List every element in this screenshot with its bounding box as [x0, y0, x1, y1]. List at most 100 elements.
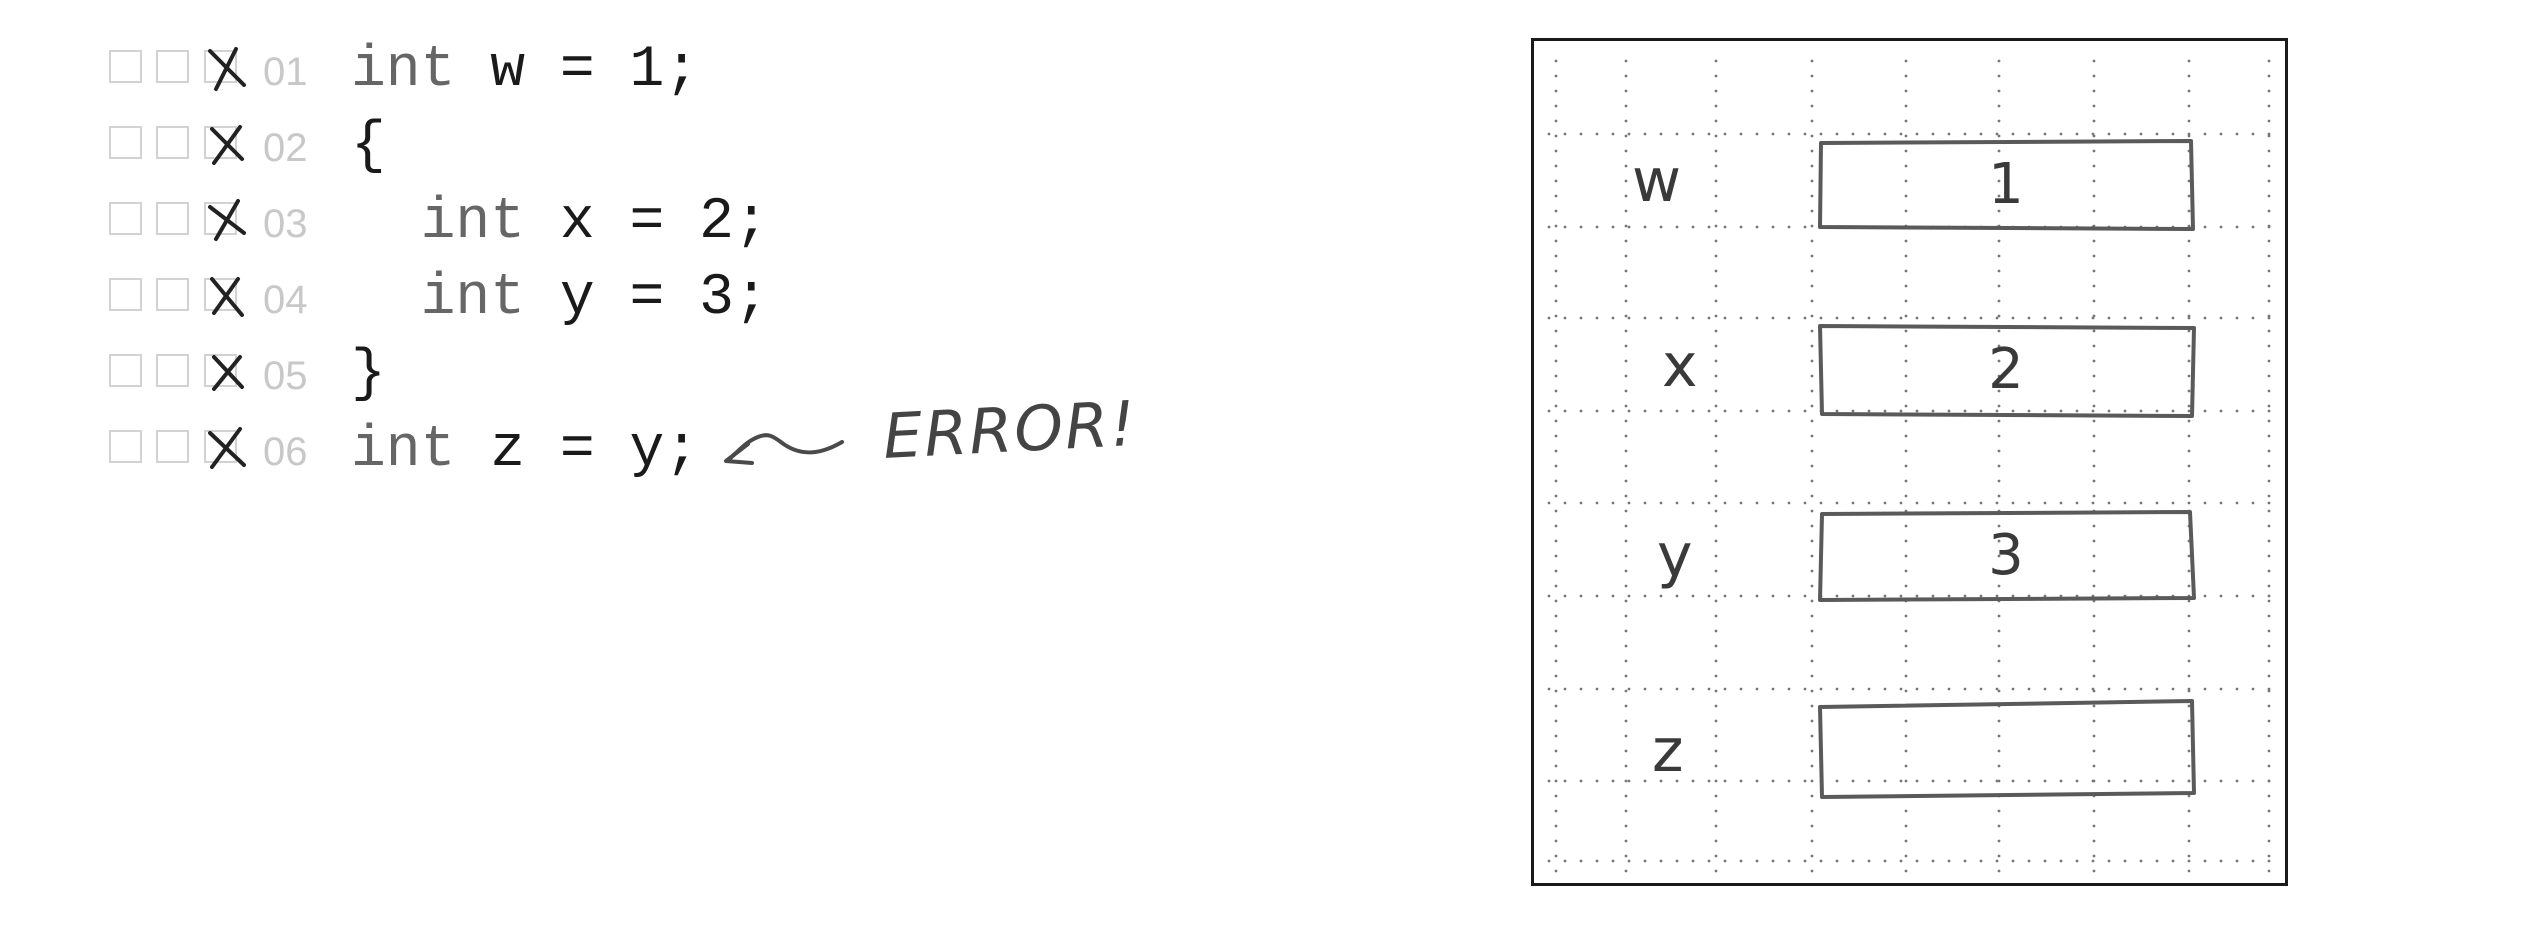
grid-dot [1915, 687, 1919, 691]
grid-dot [1851, 132, 1855, 136]
line-checkbox[interactable] [156, 278, 189, 311]
grid-dot [1997, 839, 2001, 843]
grid-dot [1997, 389, 2001, 393]
grid-dot [1867, 316, 1871, 320]
grid-dot [2267, 132, 2271, 136]
grid-dot [1714, 554, 1718, 558]
grid-dot [1904, 569, 1908, 573]
grid-dot [1771, 316, 1775, 320]
grid-dot [1624, 614, 1628, 618]
grid-dot [1723, 859, 1727, 863]
grid-dot [1899, 594, 1903, 598]
grid-dot [2187, 779, 2191, 783]
grid-dot [1997, 284, 2001, 288]
grid-dot [2092, 329, 2096, 333]
grid-dot [2267, 689, 2271, 693]
grid-dot [2235, 409, 2239, 413]
grid-dot [2267, 509, 2271, 513]
grid-dot [1963, 779, 1967, 783]
grid-dot [1554, 479, 1558, 483]
grid-dot [1643, 316, 1647, 320]
grid-dot [1997, 74, 2001, 78]
line-checkbox[interactable] [156, 126, 189, 159]
grid-dot [1714, 239, 1718, 243]
line-checkbox[interactable] [109, 430, 142, 463]
grid-dot [1624, 329, 1628, 333]
grid-dot [1947, 779, 1951, 783]
grid-dot [1611, 132, 1615, 136]
grid-dot [1659, 859, 1663, 863]
grid-dot [1810, 719, 1814, 723]
grid-dot [1554, 269, 1558, 273]
grid-dot [1554, 134, 1558, 138]
grid-dot [1995, 501, 1999, 505]
grid-dot [2187, 479, 2191, 483]
grid-dot [1627, 779, 1631, 783]
line-checkbox[interactable] [109, 202, 142, 235]
grid-dot [1755, 594, 1759, 598]
grid-dot [1835, 779, 1839, 783]
grid-dot [2092, 104, 2096, 108]
grid-dot [1997, 89, 2001, 93]
grid-dot [2235, 779, 2239, 783]
grid-dot [1904, 419, 1908, 423]
line-checkbox[interactable] [109, 50, 142, 83]
grid-dot [1810, 449, 1814, 453]
grid-dot [1611, 225, 1615, 229]
line-checkbox[interactable] [109, 354, 142, 387]
grid-dot [2092, 389, 2096, 393]
grid-dot [1714, 329, 1718, 333]
line-checkbox[interactable] [204, 126, 237, 159]
grid-dot [1803, 409, 1807, 413]
code-statement: } [351, 342, 386, 407]
grid-dot [1904, 239, 1908, 243]
grid-dot [2059, 859, 2063, 863]
grid-dot [1547, 779, 1551, 783]
grid-dot [2092, 164, 2096, 168]
grid-dot [2267, 374, 2271, 378]
grid-dot [1915, 779, 1919, 783]
grid-dot [2011, 687, 2015, 691]
checkmark-x-icon [208, 427, 246, 469]
grid-dot [2107, 409, 2111, 413]
grid-dot [2267, 494, 2271, 498]
grid-dot [2235, 316, 2239, 320]
line-checkbox[interactable] [156, 354, 189, 387]
line-checkbox[interactable] [156, 202, 189, 235]
grid-dot [1624, 299, 1628, 303]
grid-dot [1787, 225, 1791, 229]
line-number: 01 [263, 50, 308, 94]
grid-dot [1624, 164, 1628, 168]
line-checkbox[interactable] [156, 430, 189, 463]
grid-dot [2092, 449, 2096, 453]
grid-dot [1714, 59, 1718, 63]
grid-dot [1714, 149, 1718, 153]
grid-dot [2092, 569, 2096, 573]
grid-dot [1624, 839, 1628, 843]
grid-dot [2235, 132, 2239, 136]
grid-dot [1997, 629, 2001, 633]
line-checkbox[interactable] [109, 278, 142, 311]
grid-dot [2107, 501, 2111, 505]
grid-dot [1810, 614, 1814, 618]
grid-dot [2027, 316, 2031, 320]
line-checkbox[interactable] [156, 50, 189, 83]
grid-dot [1997, 659, 2001, 663]
grid-dot [1554, 689, 1558, 693]
grid-dot [1624, 629, 1628, 633]
grid-dot [1904, 104, 1908, 108]
grid-dot [1624, 284, 1628, 288]
line-checkbox[interactable] [109, 126, 142, 159]
grid-dot [2267, 104, 2271, 108]
grid-dot [2139, 687, 2143, 691]
grid-dot [1714, 104, 1718, 108]
grid-dot [1755, 225, 1759, 229]
grid-dot [1624, 149, 1628, 153]
grid-dot [1904, 59, 1908, 63]
grid-dot [2107, 779, 2111, 783]
grid-dot [2267, 594, 2271, 598]
grid-dot [1714, 839, 1718, 843]
grid-dot [2187, 119, 2191, 123]
grid-dot [1997, 494, 2001, 498]
